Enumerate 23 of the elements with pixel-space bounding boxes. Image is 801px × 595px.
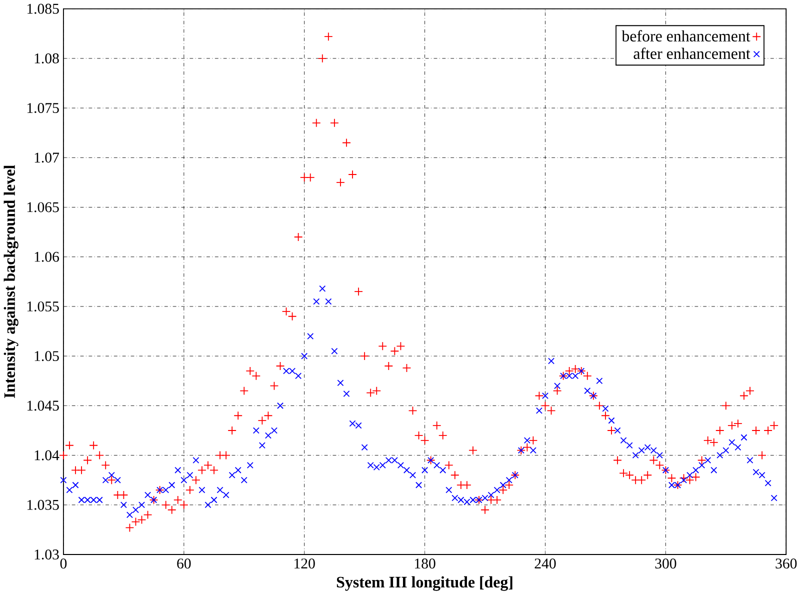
y-tick-label: 1.075	[27, 103, 59, 114]
y-tick-label: 1.055	[27, 302, 59, 312]
y-tick-label: 1.045	[27, 400, 59, 411]
x-tick-label: 120	[294, 558, 315, 569]
y-tick-label: 1.035	[27, 500, 59, 510]
y-tick-label: 1.065	[27, 202, 59, 212]
y-tick-label: 1.06	[34, 252, 59, 262]
x-tick-label: 0	[60, 558, 67, 569]
x-axis-title: System III longitude [deg]	[336, 576, 512, 592]
y-tick-label: 1.03	[34, 550, 59, 560]
legend-label: before enhancement	[622, 30, 750, 42]
x-tick-label: 180	[415, 558, 436, 569]
y-axis-title: Intensity against background level	[4, 165, 18, 398]
x-tick-label: 300	[655, 558, 676, 569]
y-tick-label: 1.085	[27, 4, 59, 14]
x-tick-label: 360	[776, 558, 797, 569]
y-tick-label: 1.04	[34, 450, 60, 460]
x-tick-label: 240	[534, 558, 556, 569]
y-tick-label: 1.05	[34, 351, 59, 362]
y-tick-label: 1.07	[34, 152, 60, 163]
x-tick-label: 60	[177, 558, 191, 569]
legend-label: after enhancement	[634, 48, 750, 60]
y-tick-label: 1.08	[34, 54, 59, 64]
